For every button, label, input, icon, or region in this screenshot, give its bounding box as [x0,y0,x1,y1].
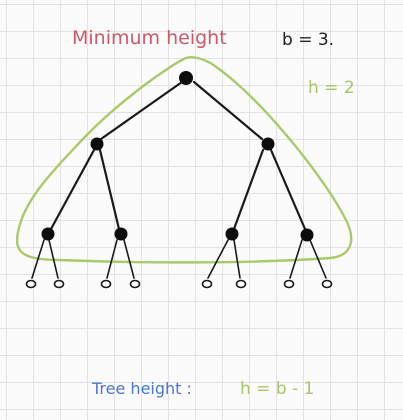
edge-right-rightchild [269,148,307,231]
edge-left-rightchild [98,148,121,231]
tree-node-level1-left [90,137,104,151]
leaf-node [283,279,295,289]
tree-node-level2 [225,227,239,241]
tree-edges [49,80,307,231]
leaf-edge [31,239,45,279]
leaf-edge [289,239,303,279]
tree-node-level1-right [261,137,275,151]
branching-label: b = 3. [282,30,334,50]
leaf-nodes [25,279,333,289]
tree-node-root [179,71,193,85]
tree-nodes [41,71,314,242]
height-value-label: h = 2 [308,78,355,98]
leaf-node [321,279,333,289]
leaf-edge [233,239,241,279]
title-label: Minimum height [72,27,227,49]
tree-node-level2 [41,227,55,241]
leaf-edge [309,239,327,279]
tree-node-level2 [300,228,314,242]
edge-right-leftchild [232,148,265,231]
tree-node-level2 [114,227,128,241]
footer-formula-label: h = b - 1 [240,379,314,399]
leaf-edge [106,239,118,279]
leaf-node [53,279,65,289]
leaf-edge [123,239,135,279]
height-outline [15,56,353,264]
footer-prefix-label: Tree height : [91,379,192,398]
leaf-node [235,279,247,289]
leaf-node [25,279,37,289]
leaf-edge [48,239,59,279]
leaf-node [129,279,141,289]
leaf-edges [31,239,327,279]
edge-root-right [192,80,264,141]
leaf-node [201,279,213,289]
leaf-node [100,279,112,289]
edge-left-leftchild [49,148,96,231]
edge-root-left [99,80,184,141]
leaf-edge [207,239,229,279]
